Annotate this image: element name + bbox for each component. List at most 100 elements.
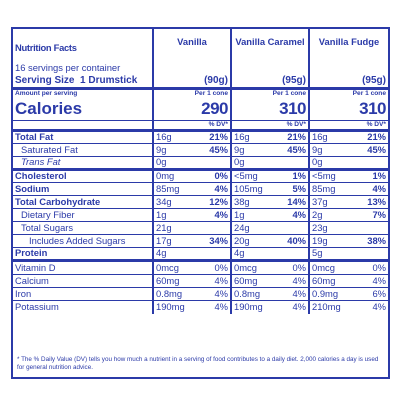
nutrient-amount: 4g <box>230 247 269 261</box>
nutrient-amount: <5mg <box>230 168 269 183</box>
serving-size: Serving Size 1 Drumstick <box>15 75 138 86</box>
nutrient-amount: 34g <box>152 195 191 209</box>
nutrient-dv-percent: 1% <box>269 168 309 183</box>
calories-label: Calories <box>15 99 83 118</box>
nutrient-amount: 23g <box>308 221 348 235</box>
nutrient-label: Potassium <box>13 300 153 314</box>
nutrient-dv-percent: 4% <box>269 300 309 314</box>
nutrient-amount: 9g <box>308 143 348 157</box>
nutrient-amount: 0mg <box>152 168 191 183</box>
nutrient-amount: 37g <box>308 195 348 209</box>
nutrient-dv-percent: 45% <box>348 143 388 157</box>
nutrient-amount: 17g <box>152 234 191 248</box>
nutrient-dv-percent <box>191 247 231 261</box>
nutrient-dv-percent: 6% <box>348 287 388 301</box>
nutrient-dv-percent: 4% <box>348 274 388 288</box>
nutrient-amount: 190mg <box>152 300 191 314</box>
nutrient-dv-percent: 7% <box>348 208 388 222</box>
nutrient-amount: 1g <box>152 208 191 222</box>
nutrient-row: Trans Fat 0g 0g 0g <box>13 156 388 170</box>
nutrient-dv-percent <box>191 156 231 170</box>
nutrient-amount: <5mg <box>308 168 348 183</box>
per-label: Per 1 cone <box>152 87 231 98</box>
serving-grams: (90g) <box>152 74 231 89</box>
nutrient-label: Cholesterol <box>13 168 153 183</box>
nutrient-amount: 85mg <box>308 182 348 196</box>
nutrient-dv-percent: 0% <box>269 259 309 275</box>
nutrient-amount: 24g <box>230 221 269 235</box>
nutrient-amount: 21g <box>152 221 191 235</box>
serving-grams: (95g) <box>230 74 309 89</box>
nutrient-dv-percent: 4% <box>191 208 231 222</box>
nutrient-dv-percent: 4% <box>348 300 388 314</box>
dv-header: % DV* <box>152 120 231 131</box>
nutrient-label: Saturated Fat <box>13 143 153 157</box>
per-label: Per 1 cone <box>308 87 388 98</box>
nutrient-dv-percent: 4% <box>269 287 309 301</box>
nutrient-dv-percent: 4% <box>269 274 309 288</box>
nutrient-label: Iron <box>13 287 153 301</box>
nutrient-label: Dietary Fiber <box>13 208 153 222</box>
column-header-vanilla: Vanilla <box>152 29 231 63</box>
nutrient-amount: 0.8mg <box>152 287 191 301</box>
nutrient-amount: 16g <box>230 129 269 144</box>
nutrient-label: Total Fat <box>13 129 153 144</box>
calories-value: 310 <box>308 98 388 121</box>
nutrient-row: Total Sugars 21g 24g 23g <box>13 221 388 235</box>
nutrient-dv-percent <box>348 156 388 170</box>
calories-value: 310 <box>230 98 309 121</box>
nutrient-dv-percent: 5% <box>269 182 309 196</box>
nutrient-amount: 0.9mg <box>308 287 348 301</box>
nutrient-dv-percent <box>269 156 309 170</box>
nutrient-dv-percent <box>348 221 388 235</box>
nutrient-dv-percent: 4% <box>348 182 388 196</box>
nutrient-amount: 9g <box>230 143 269 157</box>
nutrient-amount: 85mg <box>152 182 191 196</box>
nutrition-facts-panel: Nutrition Facts Vanilla Vanilla Caramel … <box>11 27 390 379</box>
nutrient-amount: 105mg <box>230 182 269 196</box>
nutrient-dv-percent: 40% <box>269 234 309 248</box>
nutrient-amount: 0g <box>152 156 191 170</box>
nutrient-dv-percent: 14% <box>269 195 309 209</box>
nutrient-amount: 20g <box>230 234 269 248</box>
nutrient-dv-percent: 21% <box>269 129 309 144</box>
nutrient-amount: 0mcg <box>230 259 269 275</box>
nutrient-amount: 9g <box>152 143 191 157</box>
servings-per-container: 16 servings per container <box>15 63 121 74</box>
nutrient-amount: 0mcg <box>308 259 348 275</box>
column-header-vanilla-caramel: Vanilla Caramel <box>230 29 309 63</box>
nutrient-amount: 0mcg <box>152 259 191 275</box>
nutrient-dv-percent: 4% <box>191 300 231 314</box>
nutrient-amount: 5g <box>308 247 348 261</box>
amount-per-serving: Amount per serving <box>13 87 153 98</box>
nutrient-row: Includes Added Sugars 17g 34% 20g 40% 19g 38% <box>13 234 388 248</box>
nutrient-amount: 38g <box>230 195 269 209</box>
nutrient-amount: 0g <box>230 156 269 170</box>
nutrient-label: Vitamin D <box>13 259 153 275</box>
nutrient-dv-percent: 0% <box>191 168 231 183</box>
nutrient-dv-percent: 1% <box>348 168 388 183</box>
nutrient-label: Includes Added Sugars <box>13 234 153 248</box>
nutrient-dv-percent: 4% <box>191 287 231 301</box>
nutrient-label: Sodium <box>13 182 153 196</box>
nutrient-label: Trans Fat <box>13 156 153 170</box>
daily-value-footnote: * The % Daily Value (DV) tells you how m… <box>17 356 379 371</box>
nutrient-dv-percent <box>191 221 231 235</box>
nutrient-row: Iron 0.8mg 4% 0.8mg 4% 0.9mg 6% <box>13 287 388 301</box>
nutrient-row: Dietary Fiber 1g 4% 1g 4% 2g 7% <box>13 208 388 222</box>
nutrient-amount: 2g <box>308 208 348 222</box>
nutrient-amount: 19g <box>308 234 348 248</box>
nutrition-table: Nutrition Facts Vanilla Vanilla Caramel … <box>13 29 388 314</box>
nutrient-dv-percent: 12% <box>191 195 231 209</box>
nutrient-amount: 16g <box>152 129 191 144</box>
nutrient-row: Vitamin D 0mcg 0% 0mcg 0% 0mcg 0% <box>13 259 388 275</box>
nutrient-amount: 190mg <box>230 300 269 314</box>
nutrient-dv-percent: 13% <box>348 195 388 209</box>
nutrient-amount: 210mg <box>308 300 348 314</box>
nutrient-row: Saturated Fat 9g 45% 9g 45% 9g 45% <box>13 143 388 157</box>
nutrient-dv-percent: 45% <box>269 143 309 157</box>
nutrient-dv-percent <box>348 247 388 261</box>
nutrient-row: Protein 4g 4g 5g <box>13 247 388 261</box>
nutrient-label: Protein <box>13 247 153 261</box>
nutrient-dv-percent: 45% <box>191 143 231 157</box>
